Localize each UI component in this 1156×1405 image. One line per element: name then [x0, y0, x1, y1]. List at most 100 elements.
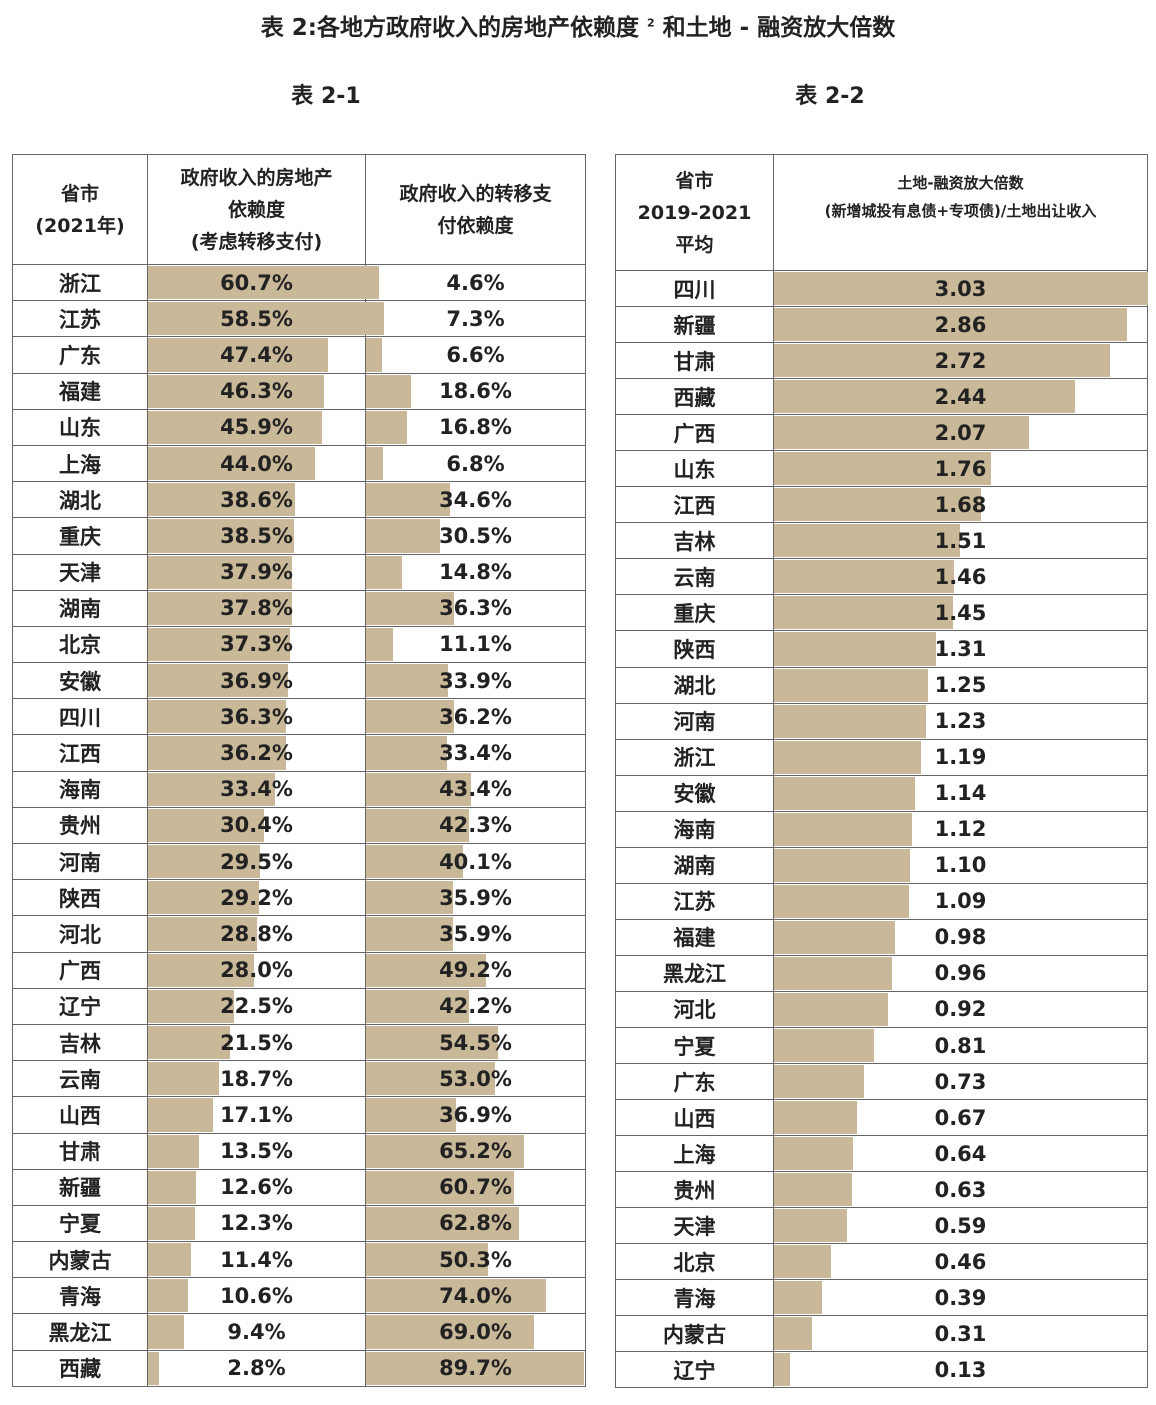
- data-bar: [148, 917, 258, 951]
- cell-value: 江西: [673, 493, 716, 518]
- cell-value: 65.2%: [439, 1139, 512, 1164]
- cell-value: 42.2%: [439, 994, 512, 1019]
- cell-value: 宁夏: [59, 1212, 101, 1237]
- table-row: 安徽 1.14: [615, 774, 1148, 812]
- land-finance-multiplier: 1.68: [773, 486, 1148, 524]
- table-row: 辽宁 22.5% 42.2%: [12, 987, 586, 1025]
- transfer-dependence: 36.2%: [365, 698, 586, 736]
- province-name: 西藏: [615, 378, 774, 416]
- province-name: 广西: [615, 414, 774, 452]
- table-row: 河北 0.92: [615, 990, 1148, 1028]
- province-name: 宁夏: [12, 1204, 148, 1243]
- title-suffix: 和土地 - 融资放大倍数: [662, 15, 896, 41]
- land-finance-multiplier: 1.45: [773, 594, 1148, 632]
- data-bar: [366, 591, 455, 625]
- cell-value: 陕西: [673, 637, 716, 662]
- cell-value: 贵州: [59, 814, 101, 839]
- data-bar: [774, 776, 915, 810]
- data-bar: [774, 956, 893, 990]
- cell-value: 江苏: [673, 890, 716, 915]
- province-name: 天津: [12, 553, 148, 591]
- data-bar: [148, 302, 371, 336]
- real-estate-dependence: 44.0%: [147, 444, 366, 483]
- data-bar: [366, 338, 383, 372]
- cell-value: 内蒙古: [48, 1248, 112, 1273]
- cell-value: 浙江: [59, 271, 101, 296]
- cell-value: 贵州: [673, 1178, 716, 1203]
- cell-value: 54.5%: [439, 1030, 512, 1055]
- table-row: 青海 10.6% 74.0%: [12, 1277, 586, 1315]
- province-name: 河南: [615, 702, 774, 740]
- real-estate-dependence: 13.5%: [147, 1132, 366, 1170]
- province-name: 江西: [615, 486, 774, 524]
- cell-value: 33.9%: [439, 668, 512, 693]
- data-bar: [148, 555, 293, 589]
- data-bar: [774, 1353, 791, 1387]
- land-finance-multiplier: 0.73: [773, 1063, 1148, 1101]
- province-name: 贵州: [615, 1171, 774, 1209]
- province-name: 福建: [12, 372, 148, 410]
- data-bar: [774, 1281, 823, 1315]
- cell-value: 28.0%: [220, 958, 293, 983]
- data-bar: [366, 881, 454, 915]
- cell-value: 山西: [59, 1103, 101, 1128]
- data-bar: [774, 1065, 865, 1099]
- province-name: 河南: [12, 842, 148, 881]
- table-row: 浙江 60.7% 4.6%: [12, 263, 586, 302]
- transfer-dependence: 7.3%: [365, 300, 586, 338]
- land-finance-multiplier: 0.81: [773, 1026, 1148, 1065]
- province-name: 内蒙古: [615, 1315, 774, 1353]
- cell-value: 36.3%: [439, 596, 512, 621]
- cell-value: 吉林: [59, 1031, 101, 1056]
- land-finance-multiplier: 2.86: [773, 306, 1148, 344]
- province-name: 海南: [615, 810, 774, 848]
- data-bar: [148, 736, 286, 770]
- transfer-dependence: 53.0%: [365, 1060, 586, 1098]
- real-estate-dependence: 37.3%: [147, 625, 366, 664]
- cell-value: 14.8%: [439, 560, 512, 585]
- table-row: 新疆 12.6% 60.7%: [12, 1168, 586, 1206]
- province-name: 重庆: [615, 594, 774, 632]
- province-name: 新疆: [12, 1168, 148, 1206]
- cell-value: 江苏: [59, 307, 101, 332]
- data-bar: [148, 1206, 195, 1241]
- cell-value: 1.23: [934, 709, 987, 734]
- cell-value: 45.9%: [220, 415, 293, 440]
- transfer-dependence: 33.4%: [365, 734, 586, 772]
- land-finance-multiplier: 0.39: [773, 1279, 1148, 1317]
- table-row: 天津 0.59: [615, 1207, 1148, 1245]
- table-row: 河南 1.23: [615, 702, 1148, 740]
- table-row: 山东 45.9% 16.8%: [12, 408, 586, 446]
- data-bar: [774, 992, 888, 1026]
- cell-value: 湖南: [673, 854, 716, 879]
- province-name: 甘肃: [12, 1132, 148, 1170]
- cell-value: 2.86: [934, 312, 987, 337]
- province-name: 湖北: [12, 481, 148, 519]
- data-bar: [148, 1243, 192, 1277]
- cell-value: 黑龙江: [48, 1321, 112, 1346]
- cell-value: 北京: [673, 1250, 716, 1275]
- province-name: 山西: [12, 1096, 148, 1134]
- cell-value: 海南: [673, 818, 716, 843]
- cell-value: 13.5%: [220, 1139, 293, 1164]
- table1-label: 表 2-1: [291, 84, 361, 109]
- province-name: 西藏: [12, 1349, 148, 1387]
- real-estate-dependence: 45.9%: [147, 408, 366, 446]
- table-row: 云南 1.46: [615, 558, 1148, 596]
- cell-value: 2.07: [934, 420, 987, 445]
- cell-value: 18.7%: [220, 1066, 293, 1091]
- table-2-1: 省市 (2021年) 政府收入的房地产 依赖度 (考虑转移支付) 政府收入的转移支 付依…: [12, 154, 586, 1387]
- table-row: 内蒙古 11.4% 50.3%: [12, 1241, 586, 1279]
- transfer-dependence: 54.5%: [365, 1023, 586, 1062]
- header-transfer-dependence: 政府收入的转移支 付依赖度: [365, 154, 586, 265]
- cell-value: 29.2%: [220, 885, 293, 910]
- real-estate-dependence: 60.7%: [147, 263, 379, 302]
- land-finance-multiplier: 2.72: [773, 342, 1148, 380]
- data-bar: [366, 953, 486, 987]
- data-bar: [366, 1243, 489, 1277]
- table-row: 陕西 1.31: [615, 630, 1148, 668]
- transfer-dependence: 4.6%: [365, 263, 586, 302]
- data-bar: [366, 266, 378, 300]
- province-name: 广西: [12, 951, 148, 989]
- table-row: 甘肃 2.72: [615, 342, 1148, 380]
